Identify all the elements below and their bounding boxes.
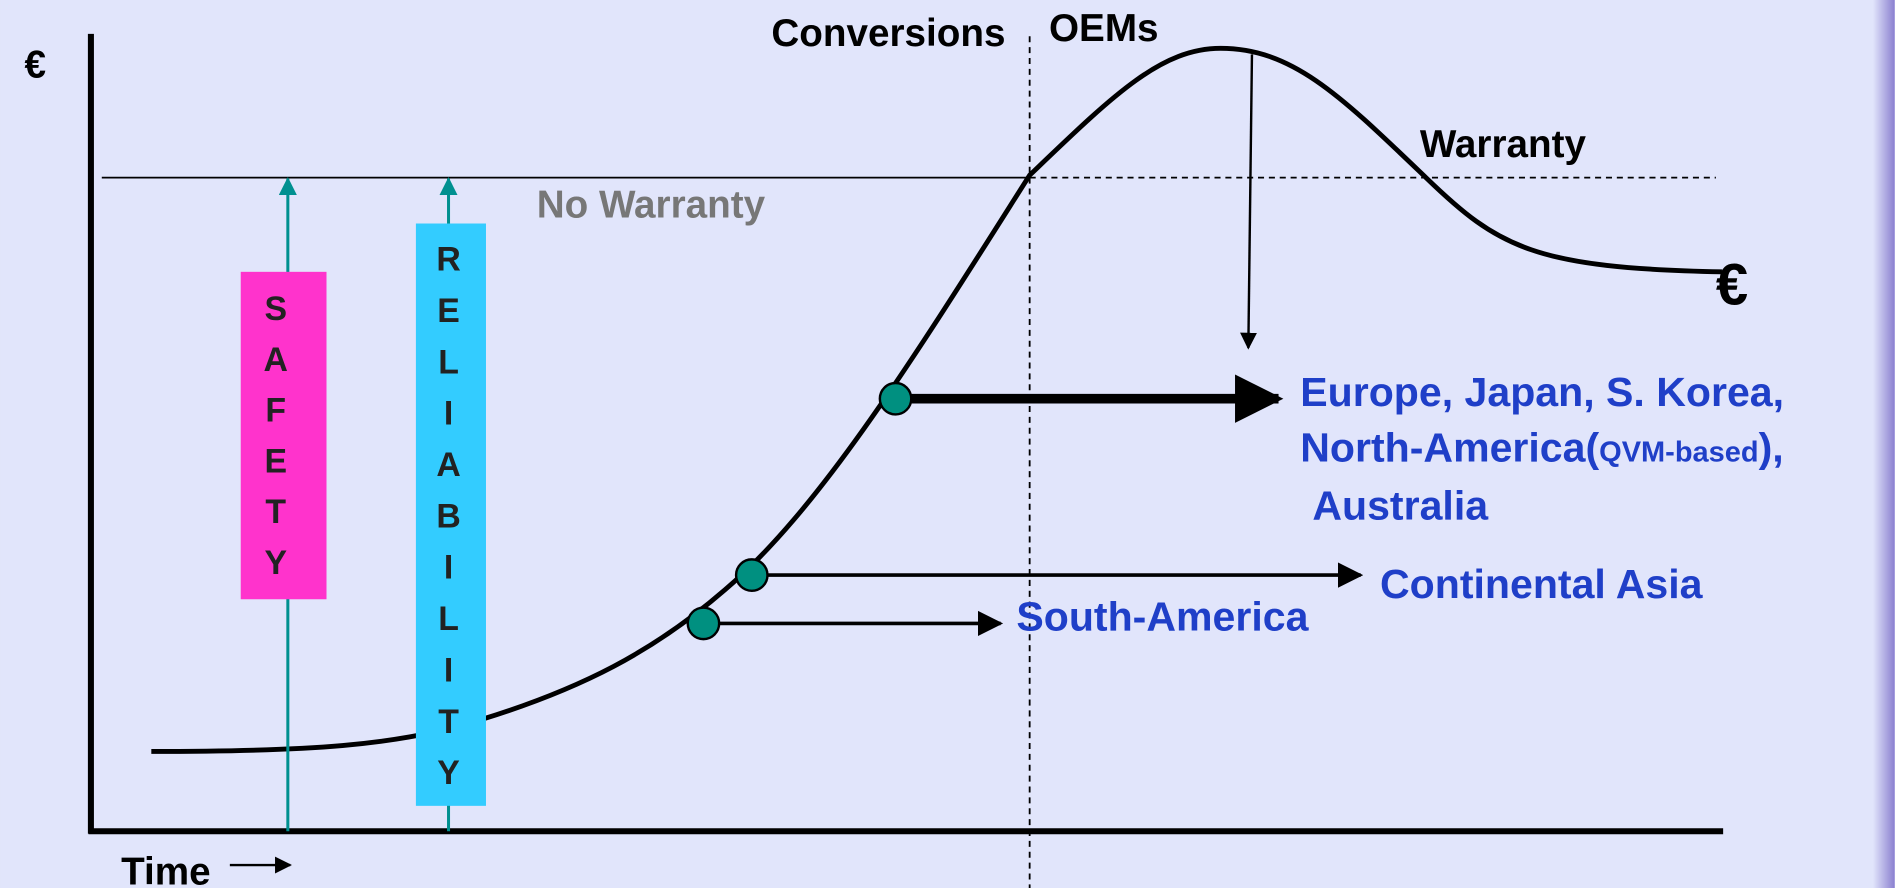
warranty-arrow <box>1240 54 1257 350</box>
reliability-letter: L <box>438 600 459 638</box>
warranty-label: Warranty <box>1420 123 1587 166</box>
end-symbol: € <box>1716 253 1748 317</box>
reliability-letter: A <box>436 446 460 484</box>
y-axis-label: € <box>24 43 46 86</box>
europe-line3: Australia <box>1312 483 1489 529</box>
safety-letter: S <box>264 290 287 328</box>
reliability-letter: Y <box>437 754 460 792</box>
reliability-box <box>415 223 486 806</box>
reliability-letter: T <box>438 703 459 741</box>
asia-dot <box>734 558 769 592</box>
south-america-dot <box>686 606 721 641</box>
reliability-letter: I <box>444 549 453 587</box>
reliability-letter: R <box>436 241 460 279</box>
safety-box <box>240 271 327 600</box>
safety-letter: A <box>264 341 288 379</box>
reliability-letter: I <box>444 395 453 433</box>
edge-stripe <box>1872 0 1895 888</box>
oems-label: OEMs <box>1049 7 1159 50</box>
south-america-label: South-America <box>1016 594 1309 640</box>
no-warranty-label: No Warranty <box>537 183 766 226</box>
safety-letter: T <box>265 493 286 531</box>
safety-letter: F <box>265 392 286 430</box>
x-axis-label: Time <box>121 850 211 888</box>
reliability-letter: B <box>436 497 460 535</box>
reliability-letter: I <box>444 651 453 689</box>
europe-dot <box>878 381 913 416</box>
safety-letter: Y <box>264 544 287 582</box>
europe-line1: Europe, Japan, S. Korea, <box>1300 369 1784 415</box>
reliability-letter: L <box>438 343 459 381</box>
safety-letter: E <box>264 442 287 480</box>
europe-line2-c: ), <box>1759 425 1784 471</box>
reliability-letter: E <box>437 292 460 330</box>
europe-line2-a: North-America( <box>1300 425 1599 471</box>
continental-asia-label: Continental Asia <box>1380 561 1704 607</box>
europe-line2-b: QVM-based <box>1599 437 1758 469</box>
europe-line2: North-America(QVM-based), <box>1300 425 1783 471</box>
conversions-label: Conversions <box>771 12 1005 55</box>
